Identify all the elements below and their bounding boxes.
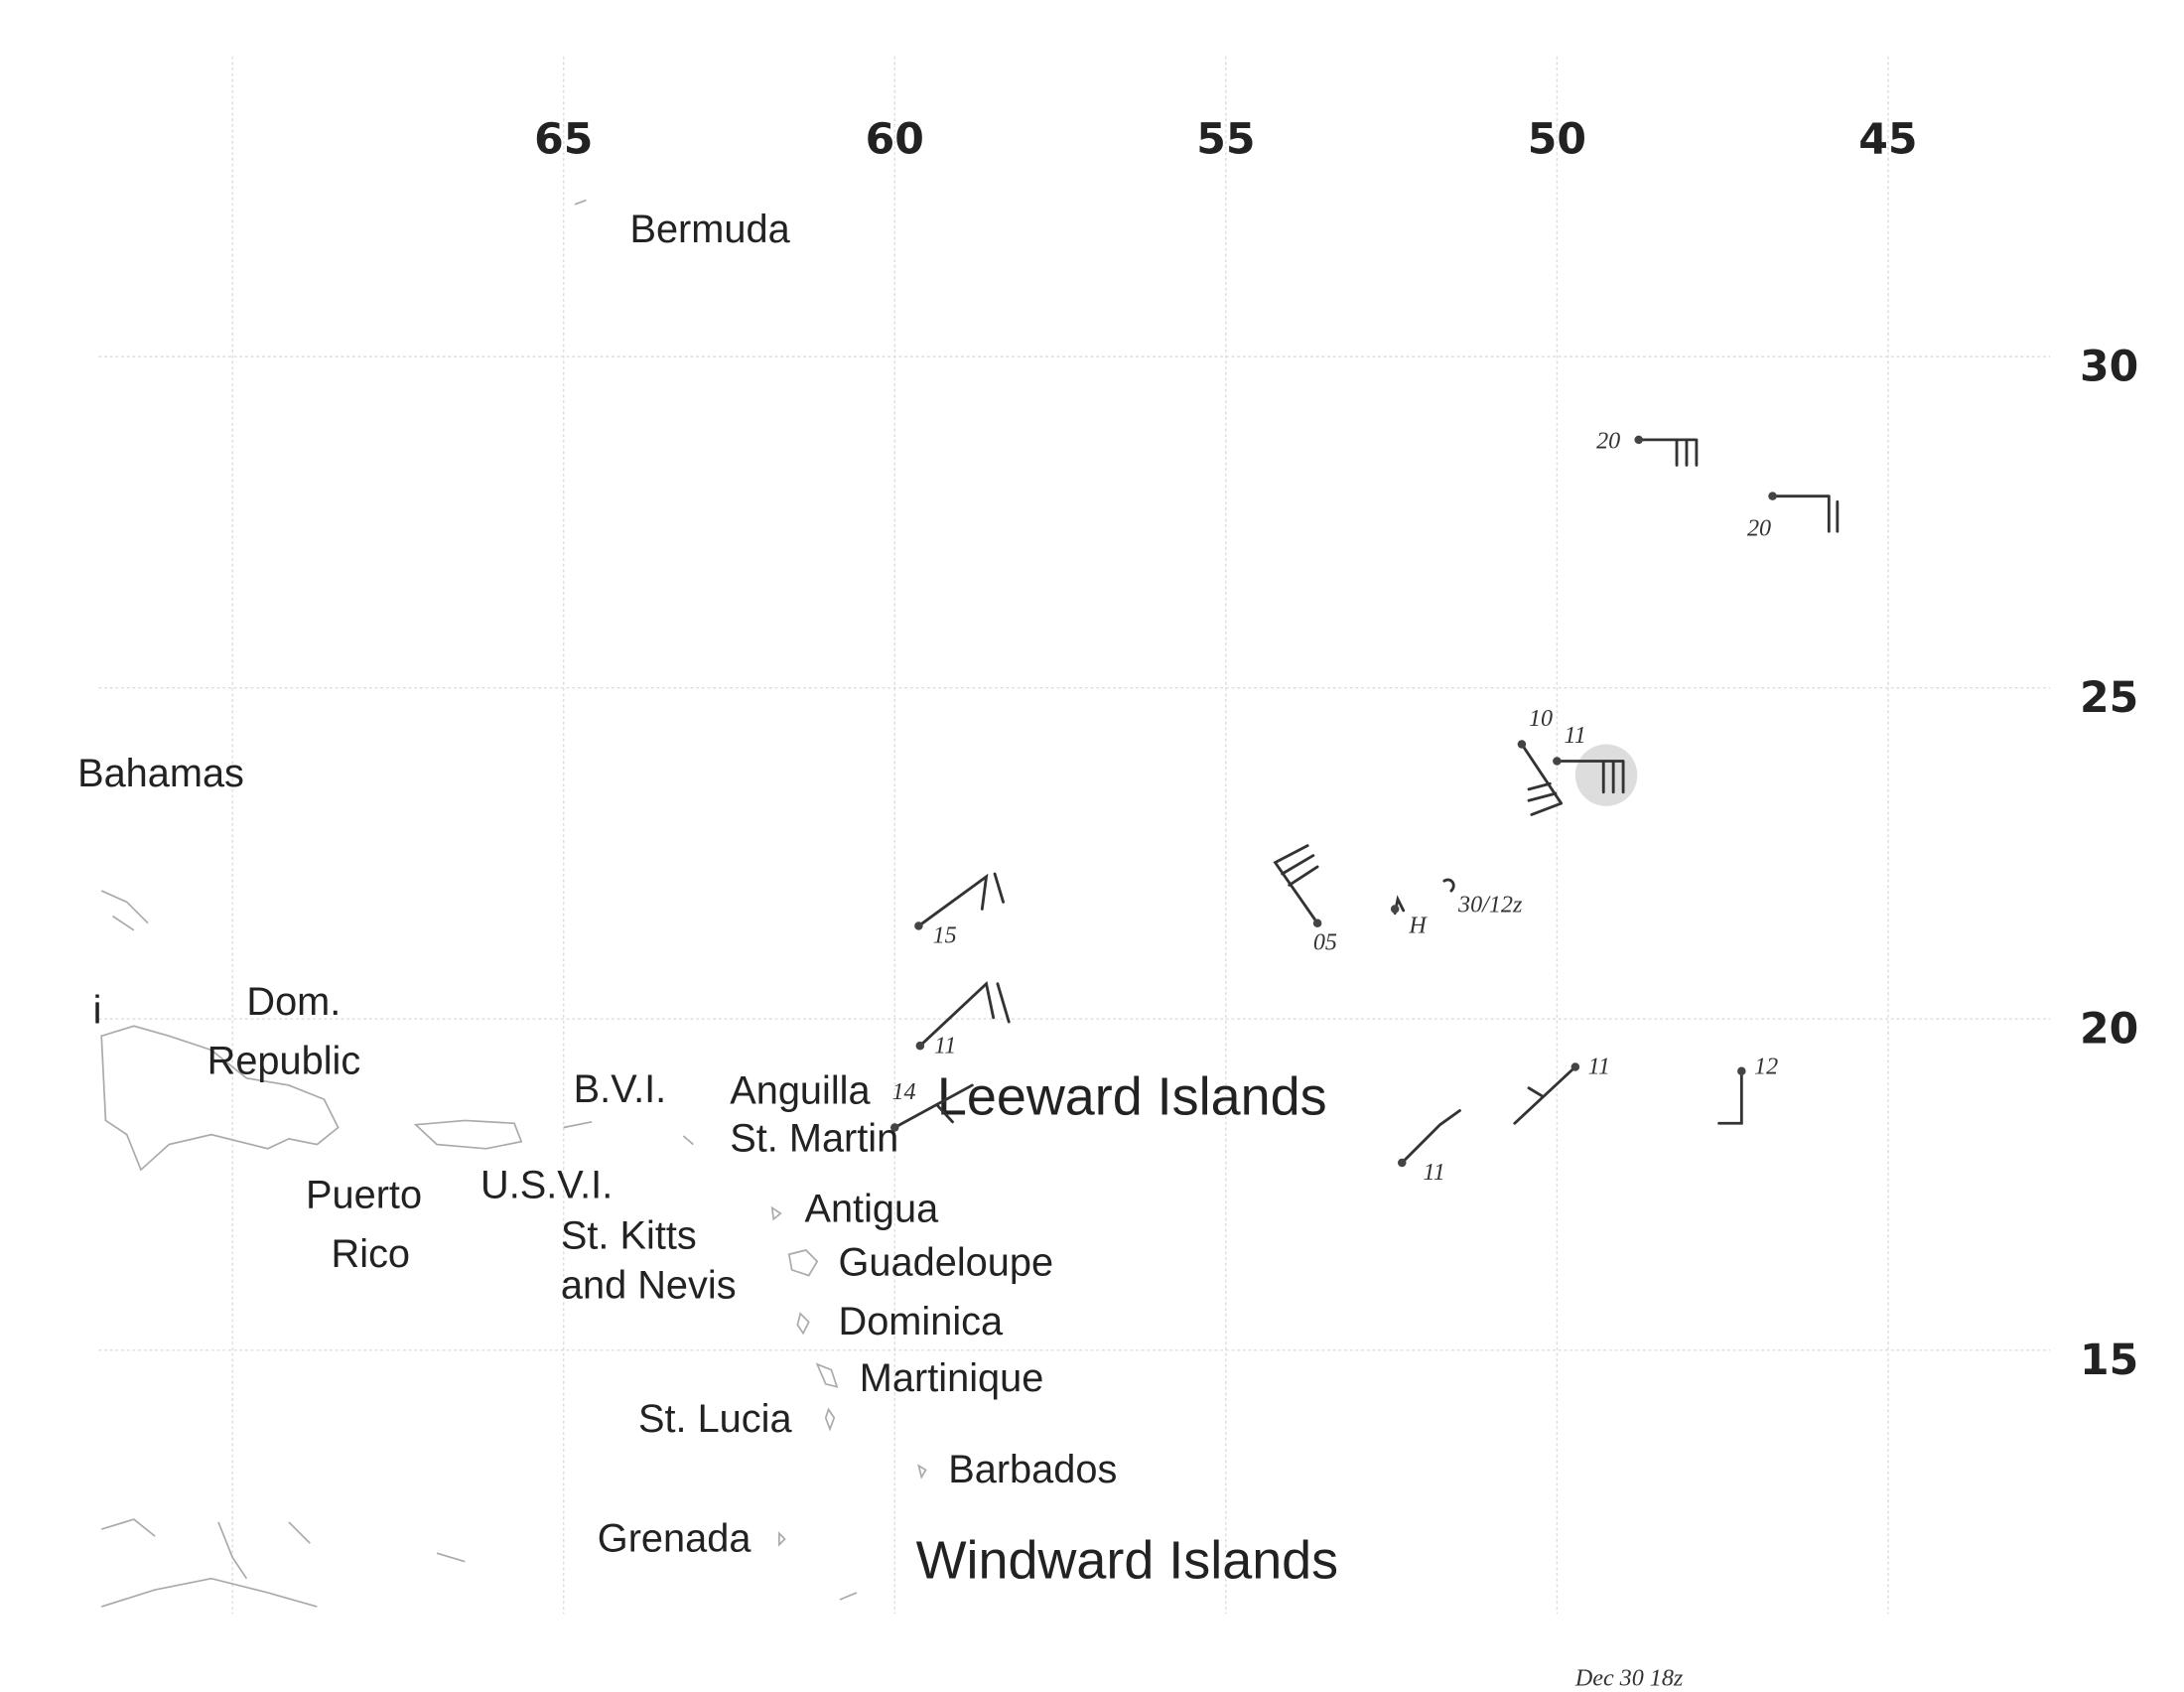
station-dots <box>890 435 1777 1168</box>
lat-tick-label: 15 <box>2080 1336 2138 1385</box>
lesser-antilles <box>563 1121 927 1547</box>
lon-tick-label: 55 <box>1196 115 1255 165</box>
lon-tick-label: 65 <box>534 115 593 165</box>
station-label: 15 <box>933 923 957 949</box>
wind-barb <box>1771 494 1840 533</box>
wind-barb <box>892 1083 974 1129</box>
place-label: B.V.I. <box>574 1067 667 1111</box>
wind-barb <box>1273 844 1319 925</box>
bahamas-islands <box>100 890 149 931</box>
station-label: 11 <box>1424 1160 1445 1186</box>
shading <box>1574 744 1638 806</box>
lat-tick-label: 25 <box>2080 673 2138 723</box>
place-label: St. Kitts <box>561 1214 697 1258</box>
place-label: Guadeloupe <box>839 1241 1054 1285</box>
wind-barb <box>1400 1109 1461 1165</box>
lon-tick-label: 60 <box>866 115 924 165</box>
wind-barb <box>918 980 1011 1048</box>
lat-tick-label: 30 <box>2080 342 2138 391</box>
wind-barb <box>1513 1065 1577 1125</box>
place-label: Antigua <box>804 1188 939 1231</box>
coastlines <box>100 199 927 1608</box>
place-label: Bahamas <box>77 752 244 795</box>
place-label: i <box>93 988 102 1032</box>
place-label: Rico <box>332 1232 410 1276</box>
station-label: 05 <box>1313 930 1337 956</box>
station-label: 10 <box>1529 706 1553 732</box>
station-label: 11 <box>934 1033 956 1058</box>
place-label: Republic <box>207 1040 361 1083</box>
place-label: and Nevis <box>561 1263 737 1307</box>
sketch <box>1393 878 1455 916</box>
wind-barb <box>917 872 1005 927</box>
place-label: Martinique <box>860 1356 1044 1400</box>
station-label: H <box>1408 914 1428 939</box>
place-label: Grenada <box>598 1517 752 1561</box>
station-plots: 20 20 10 11 15 05 H 30/12z 11 14 11 12 1… <box>890 428 1840 1186</box>
station-label: 12 <box>1754 1055 1778 1080</box>
date-label: Dec 30 18z <box>1574 1666 1684 1692</box>
station-label: 20 <box>1747 515 1771 541</box>
south-coast <box>100 199 858 1608</box>
ticks: 65 60 55 50 45 30 25 20 15 <box>534 115 2138 1385</box>
station-label: 11 <box>1564 723 1585 749</box>
lon-tick-label: 50 <box>1528 115 1586 165</box>
wind-barb <box>1520 743 1564 816</box>
station-label: 30/12z <box>1457 892 1523 917</box>
lon-tick-label: 45 <box>1858 115 1917 165</box>
place-labels: Bermuda Bahamas i Dom. Republic B.V.I. A… <box>77 208 1338 1591</box>
place-label: Barbados <box>948 1448 1117 1491</box>
place-label: U.S.V.I. <box>480 1163 613 1206</box>
station-label: 11 <box>1588 1055 1610 1080</box>
place-label: Anguilla <box>730 1068 871 1112</box>
station-label: 14 <box>891 1079 915 1105</box>
puerto-rico <box>413 1119 523 1150</box>
wind-barb <box>1555 760 1625 794</box>
place-label: Leeward Islands <box>937 1067 1327 1127</box>
hispaniola <box>100 1025 340 1172</box>
place-label: Bermuda <box>629 208 790 251</box>
lat-tick-label: 20 <box>2080 1004 2138 1054</box>
place-label: Windward Islands <box>916 1531 1339 1591</box>
place-label: St. Lucia <box>638 1397 793 1441</box>
place-label: Puerto <box>306 1173 422 1216</box>
station-label: 20 <box>1596 428 1620 454</box>
wind-barb <box>1637 438 1699 467</box>
place-label: St. Martin <box>730 1117 898 1161</box>
wind-barb <box>1717 1069 1743 1125</box>
place-label: Dom. <box>246 980 341 1024</box>
grid <box>98 56 2051 1615</box>
place-label: Dominica <box>839 1300 1005 1343</box>
